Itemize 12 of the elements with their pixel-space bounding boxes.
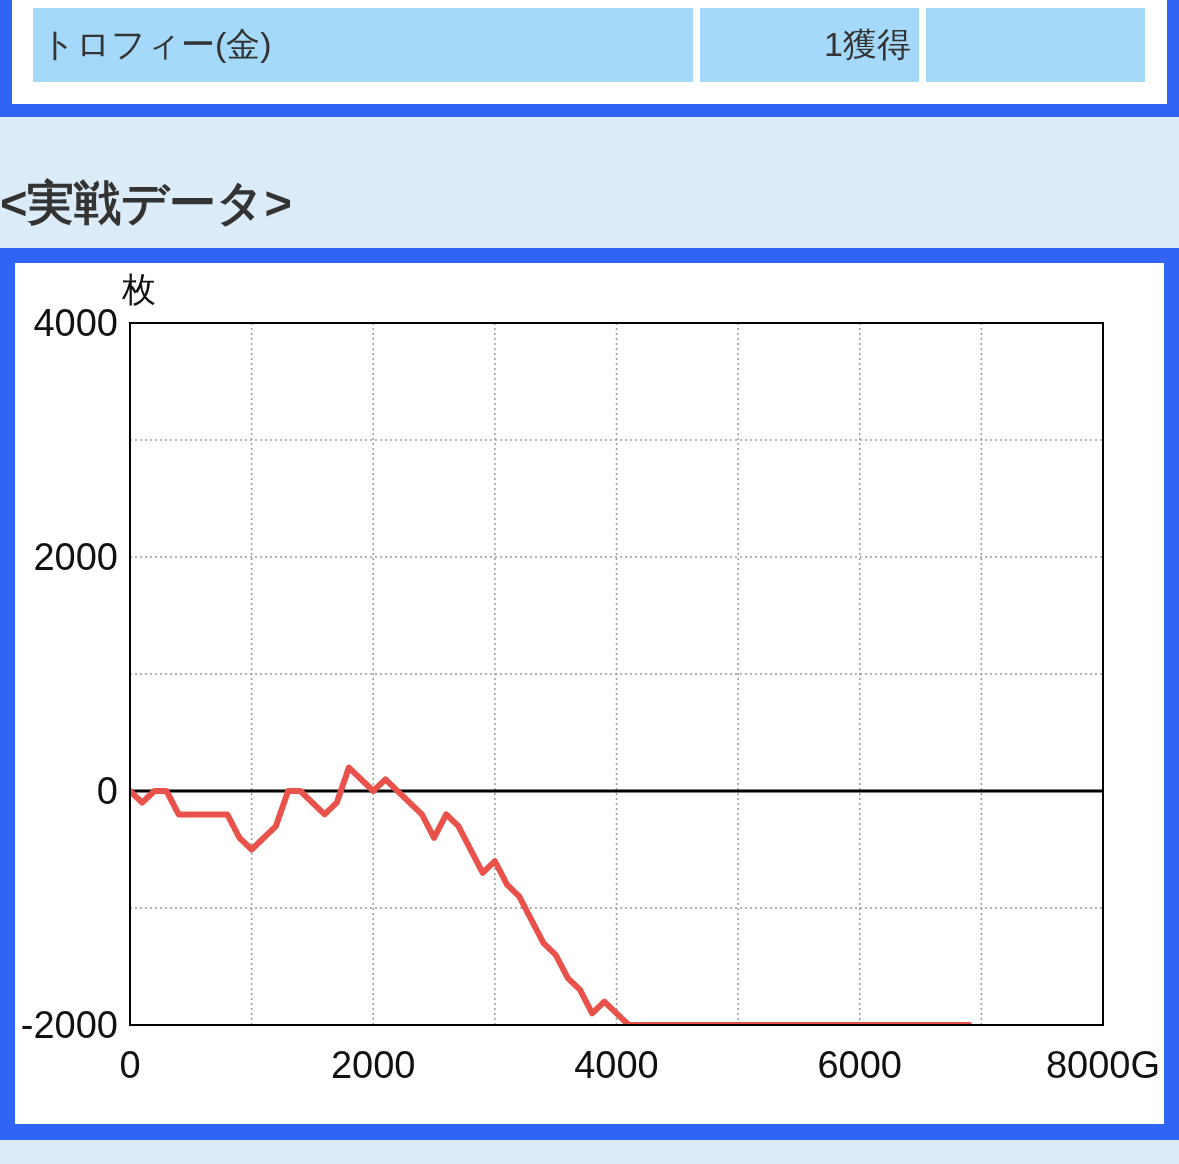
- x-tick-label: 2000: [330, 1043, 416, 1086]
- y-tick-label: 2000: [33, 536, 118, 579]
- table-cell: 1獲得: [700, 8, 919, 82]
- y-tick-label: -2000: [20, 1004, 118, 1047]
- y-tick-label: 4000: [33, 302, 118, 345]
- x-tick-label: 4000: [574, 1043, 659, 1086]
- y-axis-title: 枚: [122, 269, 156, 309]
- chart-title: <実戦データ>: [0, 175, 292, 231]
- table-cell: トロフィー(金): [33, 8, 693, 82]
- y-tick-label: 0: [96, 770, 118, 813]
- x-tick-label: 6000: [817, 1043, 903, 1086]
- x-tick-label: 8000G: [1045, 1043, 1161, 1086]
